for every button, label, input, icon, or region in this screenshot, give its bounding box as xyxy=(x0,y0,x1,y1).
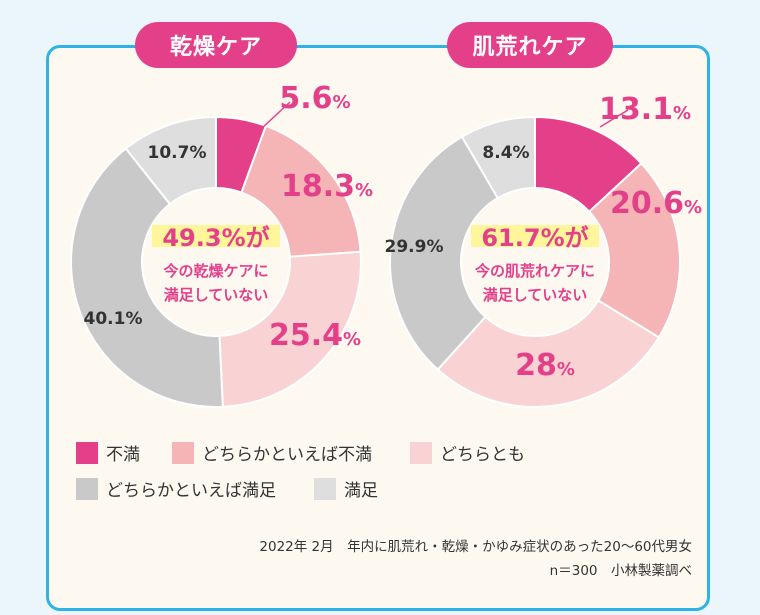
donut-slice-somewhat-satisfied xyxy=(70,147,224,408)
donut-slice-neutral xyxy=(436,299,661,408)
center-highlight-marker xyxy=(152,225,280,247)
donut-slice-satisfied xyxy=(124,115,217,206)
slice-label-neutral: 28% xyxy=(515,348,575,383)
legend-item-dissatisfied: 不満 xyxy=(76,440,140,465)
center-text-line-2: 満足していない xyxy=(164,286,269,304)
legend-label: 不満 xyxy=(106,445,140,465)
legend-swatch xyxy=(76,477,98,500)
legend-item-neutral: どちらとも xyxy=(410,440,525,465)
center-text-line-1: 今の肌荒れケアに xyxy=(474,262,595,280)
legend-label: どちらかといえば不満 xyxy=(202,445,372,465)
donut-slice-neutral xyxy=(218,250,362,408)
center-highlight-text: 49.3%が xyxy=(162,224,269,252)
center-highlight-marker xyxy=(471,225,599,247)
legend-swatch xyxy=(410,441,432,464)
donut-slice-somewhat-dissatisfied xyxy=(587,161,681,339)
donut-slice-satisfied xyxy=(460,115,536,200)
chart-title-rough-skin: 肌荒れケア xyxy=(447,22,613,68)
legend-label: どちらかといえば満足 xyxy=(106,481,276,501)
slice-label-somewhat-dissatisfied: 20.6% xyxy=(610,186,702,221)
source-note-line-1: 2022年 2月 年内に肌荒れ・乾燥・かゆみ症状のあった20〜60代男女 xyxy=(259,539,692,555)
center-text-line-2: 満足していない xyxy=(483,286,588,304)
legend-label: 満足 xyxy=(344,481,378,501)
slice-label-somewhat-satisfied: 29.9% xyxy=(385,237,444,257)
legend-swatch xyxy=(76,441,98,464)
leader-line xyxy=(599,109,629,128)
slice-label-dissatisfied: 13.1% xyxy=(599,92,691,127)
slice-label-satisfied: 10.7% xyxy=(148,143,207,163)
center-highlight-text: 61.7%が xyxy=(481,224,588,252)
leader-line xyxy=(261,101,291,129)
slice-label-satisfied: 8.4% xyxy=(482,143,529,163)
legend-label: どちらとも xyxy=(440,445,525,465)
legend-item-somewhat-satisfied: どちらかといえば満足 xyxy=(76,476,276,501)
slice-label-dissatisfied: 5.6% xyxy=(279,81,350,116)
slice-label-somewhat-satisfied: 40.1% xyxy=(84,309,143,329)
legend-swatch xyxy=(172,441,194,464)
source-note-line-2: n＝300 小林製薬調べ xyxy=(549,563,692,579)
center-text-line-1: 今の乾燥ケアに xyxy=(162,262,268,280)
legend-swatch xyxy=(314,477,336,500)
slice-label-somewhat-dissatisfied: 18.3% xyxy=(281,169,373,204)
donut-slice-somewhat-dissatisfied xyxy=(240,124,362,258)
legend-item-satisfied: 満足 xyxy=(314,476,378,501)
donut-slice-somewhat-satisfied xyxy=(389,135,500,371)
chart-title-dryness: 乾燥ケア xyxy=(135,22,297,68)
legend-item-somewhat-dissatisfied: どちらかといえば不満 xyxy=(172,440,372,465)
